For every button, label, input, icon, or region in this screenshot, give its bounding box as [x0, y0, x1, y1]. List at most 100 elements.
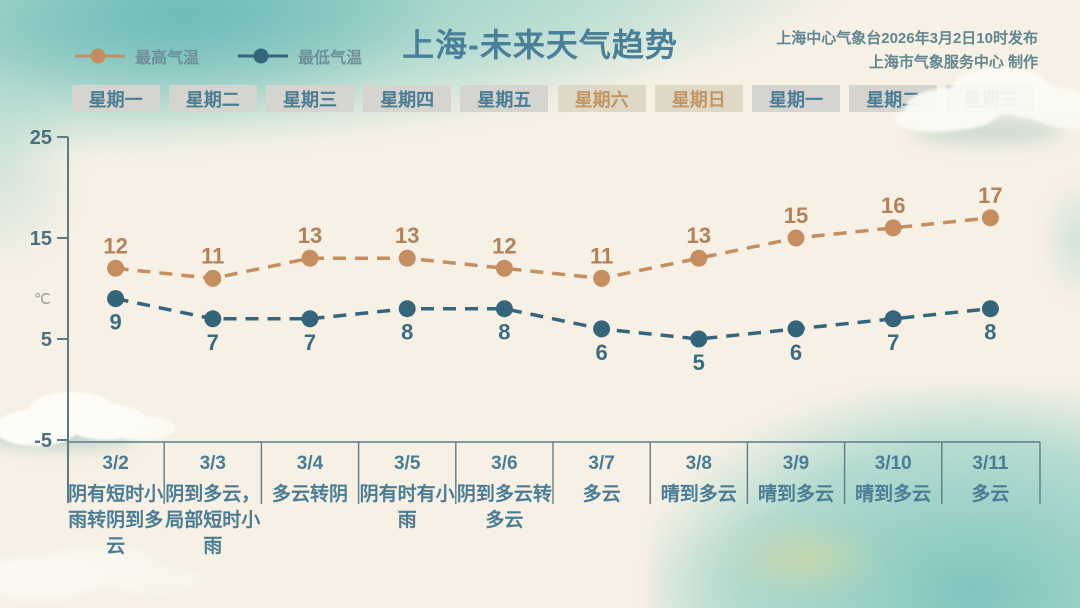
forecast-date: 3/6	[491, 453, 518, 474]
forecast-date: 3/2	[102, 453, 129, 474]
high-temp-value: 12	[103, 233, 127, 258]
forecast-date: 3/3	[199, 453, 226, 474]
low-temp-marker	[981, 300, 999, 318]
low-temp-value: 8	[401, 320, 413, 345]
week-tab: 星期一	[752, 85, 840, 112]
forecast-date: 3/7	[588, 453, 615, 474]
cloud-icon-bottom-left	[0, 556, 100, 600]
watercolor-wash-left-edge	[0, 50, 80, 270]
high-temp-marker	[593, 269, 611, 287]
week-tab: 星期二	[168, 85, 257, 112]
forecast-column: 3/4 多云转阴	[261, 452, 358, 508]
forecast-weather-text: 多云转阴	[271, 484, 348, 505]
forecast-column: 3/5 阴有时有小雨	[359, 452, 456, 534]
high-temp-value: 15	[784, 203, 808, 228]
chart-legend: 最高气温 最低气温	[74, 44, 362, 68]
low-temp-marker	[107, 290, 125, 308]
y-axis-tick-label: 5	[41, 329, 52, 351]
forecast-weather-text: 阴有时有小雨	[359, 484, 455, 531]
legend-marker-icon	[75, 48, 125, 64]
publisher-info: 上海中心气象台2026年3月2日10时发布 上海市气象服务中心 制作	[776, 27, 1038, 75]
week-tab: 星期日	[654, 85, 743, 112]
high-temp-value: 11	[590, 243, 613, 268]
forecast-date: 3/9	[782, 453, 810, 474]
forecast-weather-text: 晴到多云	[757, 484, 834, 505]
low-temp-marker	[884, 310, 902, 328]
y-axis-unit-label: ℃	[34, 291, 51, 308]
forecast-weather-text: 晴到多云	[660, 484, 737, 505]
low-temp-marker	[593, 320, 611, 338]
page-title: 上海-未来天气趋势	[402, 27, 678, 63]
week-tab: 星期一	[71, 85, 160, 112]
high-temp-value: 17	[978, 183, 1002, 208]
low-temp-value: 6	[595, 340, 607, 365]
forecast-column: 3/11 多云	[942, 452, 1039, 508]
high-temp-marker	[398, 249, 416, 267]
high-temp-marker	[301, 249, 319, 267]
high-temp-marker	[884, 219, 902, 237]
low-temp-value: 8	[984, 320, 996, 345]
forecast-weather-text: 阴到多云转多云	[456, 484, 552, 531]
week-tab: 星期三	[266, 85, 354, 112]
low-temp-value: 9	[109, 310, 121, 335]
forecast-column: 3/6 阴到多云转多云	[456, 452, 553, 534]
legend-marker-icon	[238, 48, 289, 64]
week-tab: 星期二	[849, 85, 938, 112]
high-temp-value: 13	[395, 223, 419, 248]
forecast-column: 3/2 阴有短时小雨转阴到多云	[67, 452, 164, 560]
forecast-column: 3/8 晴到多云	[650, 452, 747, 508]
week-tab: 星期三	[946, 85, 1035, 112]
high-temp-value: 13	[298, 223, 322, 248]
legend-label: 最低气温	[298, 50, 363, 67]
high-temp-marker	[495, 259, 513, 277]
forecast-column: 3/7 多云	[553, 452, 650, 508]
low-temp-value: 7	[887, 330, 899, 355]
legend-item-high: 最高气温	[74, 44, 199, 68]
week-tab: 星期四	[363, 85, 452, 112]
legend-item-low: 最低气温	[237, 44, 362, 68]
forecast-weather-text: 阴有短时小雨转阴到多云	[68, 484, 164, 557]
high-temp-marker	[204, 269, 222, 287]
legend-label: 最高气温	[135, 50, 200, 67]
week-tab: 星期六	[557, 85, 646, 112]
low-temp-marker	[690, 330, 708, 348]
low-temp-value: 8	[498, 320, 510, 345]
low-temp-marker	[787, 320, 805, 338]
forecast-weather-text: 阴到多云，局部短时小雨	[165, 484, 261, 557]
y-axis-tick-label: 15	[30, 228, 52, 250]
watercolor-wash-right-edge	[1040, 180, 1080, 300]
high-temp-marker	[690, 249, 708, 267]
low-temp-value: 7	[304, 330, 316, 355]
forecast-date: 3/10	[874, 453, 912, 474]
week-tab: 星期五	[460, 85, 549, 112]
forecast-column: 3/3 阴到多云，局部短时小雨	[164, 452, 261, 560]
high-temp-value: 12	[492, 233, 516, 258]
high-temp-marker	[107, 259, 125, 277]
forecast-weather-text: 多云	[971, 484, 1010, 505]
low-temp-marker	[204, 310, 222, 328]
high-temp-value: 11	[201, 243, 224, 268]
low-temp-value: 7	[207, 330, 219, 355]
y-axis-tick-label: 25	[30, 127, 52, 149]
publisher-line1: 上海中心气象台2026年3月2日10时发布	[776, 30, 1038, 47]
forecast-date: 3/5	[393, 453, 421, 474]
watercolor-wash-bottom-right-soft	[640, 508, 940, 608]
high-temp-value: 13	[687, 223, 711, 248]
forecast-column: 3/10 晴到多云	[845, 452, 942, 508]
forecast-weather-text: 多云	[582, 484, 621, 505]
cloud-shadow-left	[0, 424, 136, 450]
high-temp-marker	[981, 209, 999, 227]
high-temp-marker	[787, 229, 805, 247]
low-temp-value: 6	[790, 340, 802, 365]
forecast-date: 3/11	[972, 453, 1009, 474]
cloud-icon-left	[0, 410, 78, 446]
low-temp-marker	[301, 310, 319, 328]
high-temp-value: 16	[881, 193, 905, 218]
forecast-date: 3/8	[685, 453, 712, 474]
forecast-date: 3/4	[296, 453, 324, 474]
y-axis-tick-label: -5	[34, 430, 52, 452]
low-temp-marker	[495, 300, 513, 318]
watercolor-wash-yellow-accent	[720, 518, 890, 598]
low-temp-marker	[398, 300, 416, 318]
